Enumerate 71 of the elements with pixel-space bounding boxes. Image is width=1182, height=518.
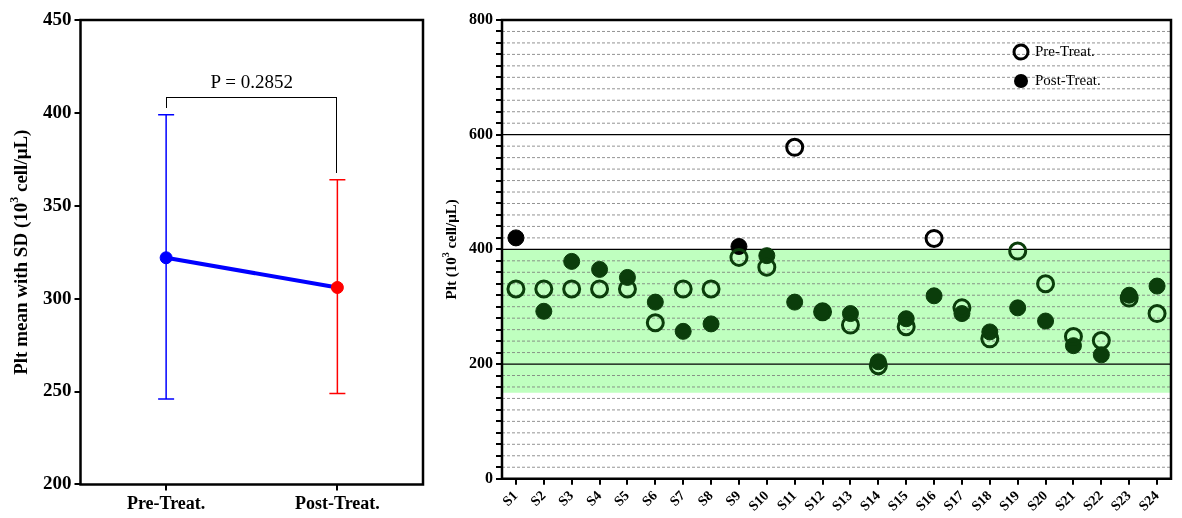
point — [646, 293, 664, 311]
point — [563, 252, 581, 270]
point — [757, 257, 777, 277]
point — [924, 228, 944, 248]
y-tick-label: 450 — [43, 7, 72, 29]
y-tick-label: 400 — [43, 100, 72, 122]
y-tick-label: 800 — [469, 10, 493, 28]
x-tick-label: S7 — [666, 487, 688, 509]
x-tick-label: S22 — [1079, 487, 1106, 514]
y-tick-label: 350 — [43, 193, 72, 215]
point — [1008, 241, 1028, 261]
x-tick-label: S23 — [1107, 487, 1134, 514]
point — [591, 260, 609, 278]
point — [1091, 331, 1111, 351]
point — [673, 279, 693, 299]
legend-label: Post-Treat. — [1035, 71, 1101, 88]
x-tick-label: S21 — [1052, 487, 1079, 514]
point — [617, 279, 637, 299]
x-tick-label: S9 — [722, 487, 744, 509]
x-tick-label: S16 — [912, 487, 939, 514]
x-tick-label: S4 — [583, 487, 605, 509]
x-tick-label: S13 — [829, 487, 856, 514]
y-tick-label: 600 — [469, 124, 493, 142]
point — [1036, 274, 1056, 294]
point — [534, 279, 554, 299]
x-tick-label: S3 — [555, 487, 577, 509]
point — [645, 313, 665, 333]
point — [674, 322, 692, 340]
x-tick-label: Pre-Treat. — [126, 492, 206, 513]
y-tick-label: 300 — [43, 286, 72, 308]
x-tick-label: S20 — [1024, 487, 1051, 514]
point — [1147, 304, 1167, 324]
x-tick-label: S14 — [856, 487, 883, 514]
x-tick-label: S2 — [527, 487, 549, 509]
x-tick-label: S19 — [996, 487, 1023, 514]
legend-label: Pre-Treat. — [1035, 42, 1095, 59]
point — [840, 315, 860, 335]
x-tick-label: Post-Treat. — [294, 492, 380, 513]
point — [925, 287, 943, 305]
x-tick-label: S11 — [773, 487, 800, 514]
point — [535, 302, 553, 320]
point — [1037, 312, 1055, 330]
y-tick-label: 400 — [469, 239, 493, 257]
x-tick-label: S1 — [499, 487, 521, 509]
x-tick-label: S17 — [940, 487, 967, 514]
point — [507, 229, 525, 247]
annotation: P = 0.2852 — [210, 71, 293, 93]
y-axis-title: Plt (103 cell/μL) — [440, 199, 460, 300]
y-tick-label: 200 — [43, 472, 72, 494]
point — [562, 279, 582, 299]
point — [701, 279, 721, 299]
point — [506, 279, 526, 299]
y-tick-label: 250 — [43, 379, 72, 401]
y-tick-label: 0 — [485, 468, 493, 486]
x-tick-label: S5 — [611, 487, 633, 509]
x-tick-label: S8 — [694, 487, 716, 509]
y-tick-label: 200 — [469, 354, 493, 372]
point — [786, 293, 804, 311]
x-tick-label: S12 — [801, 487, 828, 514]
x-tick-label: S10 — [745, 487, 772, 514]
point — [785, 137, 805, 157]
point — [1009, 299, 1027, 317]
point — [590, 279, 610, 299]
x-tick-label: S15 — [884, 487, 911, 514]
x-tick-label: S18 — [968, 487, 995, 514]
point — [1092, 346, 1110, 364]
x-tick-label: S24 — [1135, 487, 1162, 514]
point — [729, 247, 749, 267]
point — [1148, 277, 1166, 295]
x-tick-label: S6 — [638, 487, 660, 509]
point — [702, 315, 720, 333]
